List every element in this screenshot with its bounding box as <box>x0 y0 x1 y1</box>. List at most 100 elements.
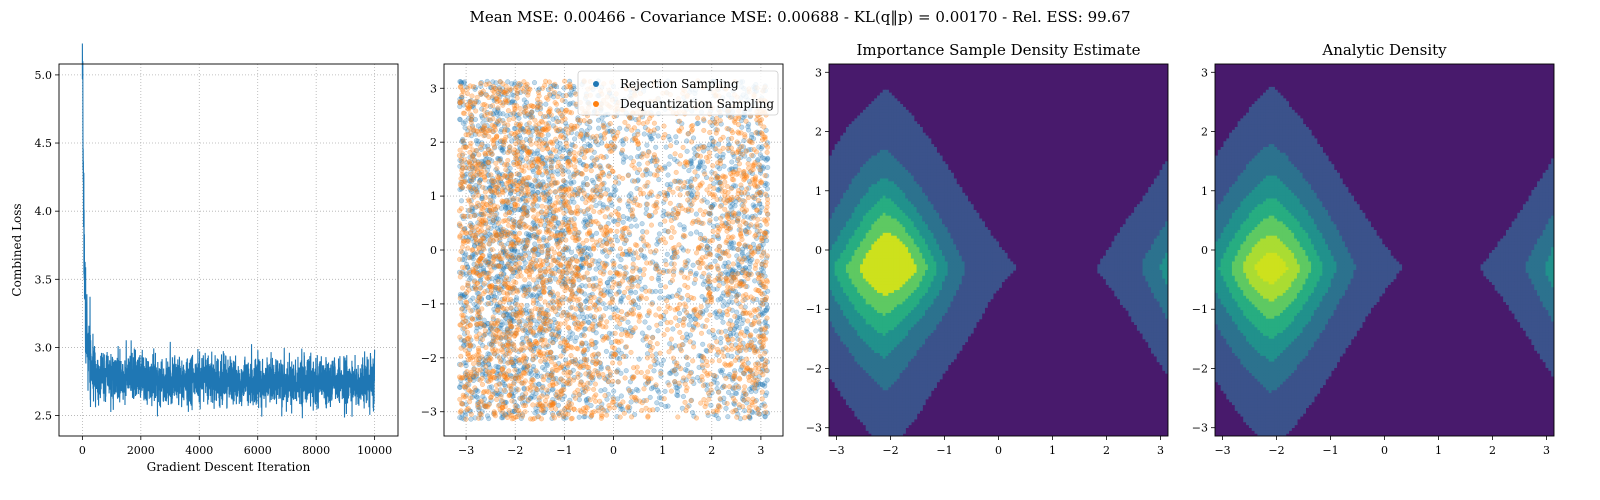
dequantization-point <box>623 264 629 270</box>
rejection-point <box>717 179 723 186</box>
dequantization-point <box>481 107 487 113</box>
dequantization-point <box>498 241 504 247</box>
rejection-point <box>580 364 586 370</box>
dequantization-point <box>457 409 463 415</box>
dequantization-point <box>613 179 619 185</box>
rejection-point <box>669 293 675 299</box>
dequantization-point <box>506 117 512 123</box>
rejection-point <box>729 299 735 305</box>
dequantization-point <box>702 404 708 410</box>
dequantization-point <box>548 165 554 171</box>
rejection-point <box>620 219 626 225</box>
dequantization-point <box>477 367 483 373</box>
dequantization-point <box>635 255 641 261</box>
dequantization-point <box>725 278 731 284</box>
rejection-point <box>529 109 535 115</box>
rejection-point <box>608 354 614 360</box>
rejection-point <box>700 159 706 165</box>
dequantization-point <box>708 204 714 211</box>
dequantization-point <box>764 204 770 210</box>
rejection-point <box>565 245 572 251</box>
rejection-point <box>534 203 541 209</box>
rejection-point <box>475 123 481 129</box>
rejection-point <box>651 368 657 374</box>
rejection-point <box>757 200 763 206</box>
rejection-point <box>620 406 626 412</box>
rejection-point <box>502 310 508 316</box>
rejection-point <box>763 127 769 133</box>
dequantization-point <box>480 184 486 190</box>
dequantization-point <box>498 394 504 400</box>
rejection-point <box>628 195 634 201</box>
rejection-point <box>575 320 582 326</box>
dequantization-point <box>532 246 538 252</box>
dequantization-point <box>596 176 603 183</box>
rejection-point <box>631 250 637 256</box>
dequantization-point <box>548 153 555 159</box>
rejection-point <box>764 181 770 187</box>
dequantization-point <box>727 197 733 203</box>
dequantization-point <box>529 109 535 115</box>
dequantization-point <box>500 398 506 404</box>
y-tick-label: 4.5 <box>35 137 53 150</box>
dequantization-point <box>676 242 682 248</box>
dequantization-point <box>584 131 590 138</box>
dequantization-point <box>737 331 743 337</box>
rejection-point <box>687 332 693 338</box>
rejection-point <box>557 343 563 349</box>
dequantization-point <box>478 80 484 87</box>
rejection-point <box>616 180 622 186</box>
dequantization-point <box>562 320 568 326</box>
dequantization-point <box>512 403 518 409</box>
rejection-point <box>749 131 755 138</box>
dequantization-point <box>706 343 713 349</box>
rejection-point <box>740 144 747 150</box>
rejection-point <box>504 326 510 333</box>
dequantization-point <box>464 329 471 335</box>
dequantization-point <box>523 323 529 329</box>
dequantization-point <box>640 120 646 127</box>
dequantization-point <box>731 275 737 281</box>
rejection-point <box>734 309 740 315</box>
rejection-point <box>623 368 629 374</box>
rejection-point <box>665 172 671 178</box>
rejection-point <box>739 249 745 255</box>
dequantization-point <box>755 198 761 204</box>
dequantization-point <box>465 132 472 138</box>
dequantization-point <box>567 208 573 214</box>
dequantization-point <box>689 378 695 384</box>
rejection-point <box>762 380 768 386</box>
rejection-point <box>462 143 468 149</box>
rejection-point <box>729 353 735 359</box>
rejection-point <box>607 276 613 282</box>
rejection-point <box>667 341 673 347</box>
axes-frame <box>58 63 399 437</box>
dequantization-point <box>760 281 766 288</box>
dequantization-point <box>743 148 749 154</box>
dequantization-point <box>661 396 667 402</box>
dequantization-point <box>664 298 670 304</box>
dequantization-point <box>636 167 643 173</box>
dequantization-point <box>530 352 536 359</box>
rejection-point <box>731 154 737 160</box>
dequantization-point <box>505 327 511 333</box>
rejection-point <box>492 278 499 284</box>
rejection-point <box>629 274 635 281</box>
rejection-point <box>620 159 626 165</box>
rejection-point <box>609 202 615 208</box>
dequantization-point <box>595 284 602 290</box>
dequantization-point <box>559 154 565 160</box>
x-axis-label: Gradient Descent Iteration <box>147 460 311 474</box>
rejection-point <box>681 316 687 322</box>
rejection-point <box>673 139 679 146</box>
rejection-point <box>672 343 678 349</box>
rejection-point <box>476 202 482 208</box>
rejection-point <box>725 260 731 266</box>
dequantization-point <box>531 214 537 220</box>
rejection-point <box>493 363 499 369</box>
dequantization-point <box>666 382 672 388</box>
dequantization-point <box>670 355 676 361</box>
dequantization-point <box>583 360 589 367</box>
dequantization-point <box>578 302 584 308</box>
dequantization-point <box>577 251 583 257</box>
